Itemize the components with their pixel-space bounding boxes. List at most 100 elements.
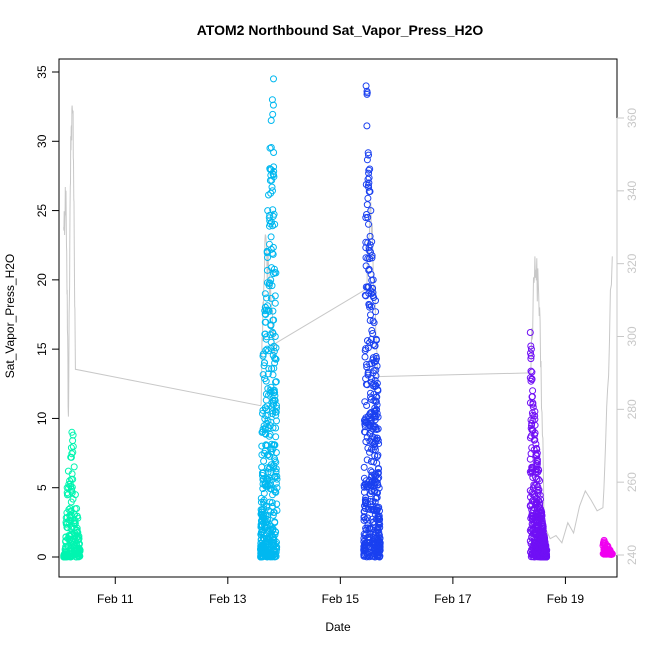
data-point: [367, 458, 375, 465]
data-point: [370, 535, 378, 543]
data-point: [533, 457, 541, 465]
data-point: [266, 476, 274, 484]
data-point: [64, 467, 72, 475]
series-2: [360, 82, 384, 561]
data-point: [71, 520, 79, 528]
data-point: [364, 500, 371, 508]
data-point: [67, 511, 75, 519]
y2-tick-label: 280: [625, 399, 639, 419]
data-point: [272, 269, 280, 277]
data-point: [364, 505, 372, 513]
y2-tick-label: 240: [625, 545, 639, 565]
data-point: [373, 355, 380, 362]
data-point: [371, 553, 379, 561]
data-point: [364, 213, 372, 221]
data-point: [369, 276, 377, 284]
data-point: [363, 89, 371, 97]
data-point: [271, 359, 279, 367]
data-point: [533, 449, 541, 457]
data-point: [261, 330, 269, 338]
data-point: [534, 487, 542, 494]
data-point: [264, 468, 272, 476]
data-point: [62, 518, 70, 526]
data-point: [364, 255, 372, 262]
data-point: [268, 282, 276, 290]
data-point: [269, 525, 277, 533]
y-axis-right: 240 260 280 300 320 340 360: [616, 108, 639, 565]
data-point: [527, 493, 534, 501]
data-point: [369, 425, 377, 433]
data-point: [370, 367, 378, 375]
x-tick-label: Feb 15: [322, 592, 360, 606]
data-point: [272, 355, 280, 363]
data-point: [61, 550, 69, 558]
data-point: [362, 526, 370, 534]
data-point: [263, 523, 271, 531]
series-4: [599, 536, 616, 558]
data-point: [63, 484, 71, 492]
data-point: [371, 412, 379, 420]
data-point: [265, 347, 272, 355]
data-point: [367, 287, 375, 295]
data-point: [270, 387, 277, 395]
data-point: [363, 553, 371, 561]
data-point: [262, 519, 270, 527]
data-point: [262, 430, 270, 438]
data-point: [269, 212, 277, 220]
data-point: [66, 538, 74, 546]
data-point: [368, 505, 376, 513]
data-point: [360, 516, 368, 524]
data-point: [531, 482, 539, 489]
data-point: [367, 207, 375, 215]
data-point: [271, 441, 279, 449]
data-point: [362, 494, 370, 502]
data-point: [532, 465, 540, 473]
data-point: [363, 361, 370, 368]
data-point: [366, 241, 374, 249]
data-point: [269, 399, 277, 407]
data-point: [68, 450, 76, 458]
data-point: [264, 451, 271, 459]
data-point: [269, 307, 277, 315]
data-point: [362, 515, 370, 523]
data-point: [528, 368, 536, 376]
data-point: [528, 550, 536, 558]
data-point: [364, 194, 372, 202]
data-point: [269, 351, 277, 359]
data-point: [272, 488, 280, 496]
data-point: [259, 371, 267, 379]
data-point: [257, 498, 265, 506]
data-point: [370, 319, 378, 327]
data-point: [369, 519, 377, 527]
data-point: [529, 530, 537, 538]
data-point: [270, 265, 278, 273]
data-point: [260, 489, 268, 497]
data-point: [607, 549, 615, 557]
data-point: [361, 420, 369, 428]
data-point: [66, 504, 74, 512]
x-tick-label: Feb 11: [97, 592, 134, 606]
data-point: [372, 335, 380, 343]
series-0: [60, 428, 84, 561]
data-point: [263, 402, 271, 410]
data-point: [374, 387, 382, 395]
data-point: [601, 541, 609, 549]
data-point: [363, 483, 371, 491]
data-point: [265, 391, 273, 399]
data-point: [365, 424, 373, 432]
data-point: [70, 524, 78, 532]
data-point: [266, 538, 273, 546]
y2-tick-label: 340: [625, 181, 639, 201]
data-point: [273, 484, 281, 492]
data-point: [272, 378, 280, 386]
data-point: [71, 491, 79, 499]
data-point: [265, 191, 272, 199]
data-point: [367, 311, 374, 319]
data-point: [272, 433, 280, 441]
data-point: [258, 463, 266, 471]
data-point: [361, 347, 369, 354]
data-point: [361, 539, 369, 547]
data-point: [365, 166, 373, 174]
data-point: [364, 533, 372, 541]
data-point: [362, 82, 370, 90]
